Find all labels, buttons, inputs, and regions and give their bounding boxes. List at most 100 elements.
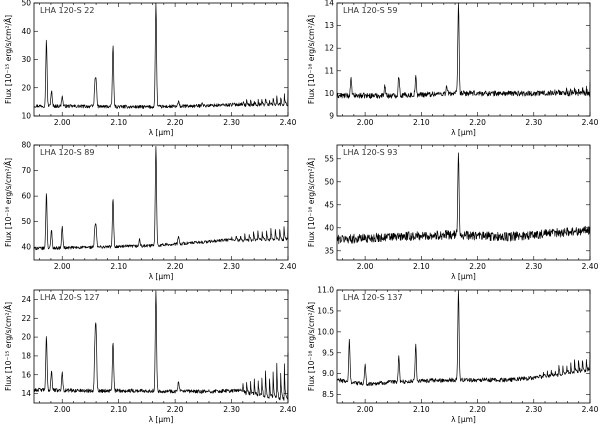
panel-4-frame <box>336 144 591 261</box>
x-tick-label: 2.10 <box>413 118 430 127</box>
x-tick-label: 2.10 <box>110 405 127 414</box>
x-tick-label: 2.20 <box>167 118 184 127</box>
x-tick-label: 2.10 <box>110 262 127 271</box>
panel-6-ylabel: Flux [10⁻¹⁶ erg/s/cm²/Å] <box>307 302 316 391</box>
x-tick-label: 2.00 <box>357 405 374 414</box>
x-tick-label: 2.00 <box>54 262 71 271</box>
panel-3-title: LHA 120-S 89 <box>40 148 94 157</box>
y-tick-label: 8.5 <box>322 390 334 399</box>
panel-2-ylabel: Flux [10⁻¹⁶ erg/s/cm²/Å] <box>307 15 316 104</box>
panel-1: LHA 120-S 22 Flux [10⁻¹⁵ erg/s/cm²/Å] λ … <box>4 0 297 137</box>
y-tick-label: 40 <box>324 223 334 232</box>
y-tick-label: 9.0 <box>322 369 334 378</box>
y-tick-label: 50 <box>21 0 31 8</box>
panel-6-title: LHA 120-S 137 <box>343 293 403 302</box>
panel-2-xlabel: λ [μm] <box>451 128 476 137</box>
panel-4-ylabel: Flux [10⁻¹⁶ erg/s/cm²/Å] <box>307 158 316 247</box>
y-tick-label: 10 <box>324 89 334 98</box>
panel-5-spectrum-line <box>33 290 289 401</box>
x-tick-label: 2.30 <box>223 262 240 271</box>
panel-4-spectrum-line <box>336 152 591 245</box>
y-tick-label: 16 <box>21 370 31 379</box>
y-tick-label: 14 <box>21 389 31 398</box>
y-tick-label: 10.0 <box>317 327 334 336</box>
panel-5-title: LHA 120-S 127 <box>40 293 100 302</box>
panel-3-ylabel: Flux [10⁻¹⁶ erg/s/cm²/Å] <box>4 158 13 247</box>
y-tick-label: 11 <box>324 66 334 75</box>
panel-2-frame <box>336 2 591 117</box>
x-tick-label: 2.30 <box>525 262 542 271</box>
y-tick-label: 60 <box>21 192 31 201</box>
x-tick-label: 2.20 <box>469 405 486 414</box>
x-tick-label: 2.30 <box>223 405 240 414</box>
y-tick-label: 50 <box>21 217 31 226</box>
y-tick-label: 40 <box>21 243 31 252</box>
x-tick-label: 2.00 <box>357 262 374 271</box>
panel-1-title: LHA 120-S 22 <box>40 6 94 15</box>
y-tick-label: 11.0 <box>317 286 334 295</box>
y-tick-label: 10 <box>21 112 31 121</box>
x-tick-label: 2.20 <box>469 118 486 127</box>
x-tick-label: 2.40 <box>280 118 297 127</box>
y-tick-label: 10.5 <box>317 306 334 315</box>
x-tick-label: 2.10 <box>110 118 127 127</box>
y-tick-label: 24 <box>21 295 31 304</box>
panel-3-spectrum-line <box>33 146 289 251</box>
panel-2: LHA 120-S 59 Flux [10⁻¹⁶ erg/s/cm²/Å] λ … <box>307 0 599 137</box>
x-tick-label: 2.10 <box>413 405 430 414</box>
y-tick-label: 12 <box>324 44 334 53</box>
y-tick-label: 9 <box>329 112 334 121</box>
x-tick-label: 2.40 <box>280 405 297 414</box>
panel-5-frame <box>33 289 289 404</box>
x-tick-label: 2.40 <box>582 118 599 127</box>
panel-6-frame <box>336 289 591 404</box>
y-tick-label: 45 <box>324 200 334 209</box>
y-tick-label: 80 <box>21 141 31 150</box>
x-tick-label: 2.20 <box>167 262 184 271</box>
panel-1-spectrum-line <box>33 2 289 109</box>
panel-2-spectrum-line <box>336 2 591 99</box>
x-tick-label: 2.00 <box>357 118 374 127</box>
panel-5: LHA 120-S 127 Flux [10⁻¹⁵ erg/s/cm²/Å] λ… <box>4 289 297 424</box>
y-tick-label: 13 <box>324 21 334 30</box>
panel-1-ylabel: Flux [10⁻¹⁵ erg/s/cm²/Å] <box>4 15 13 104</box>
panel-1-frame <box>33 2 289 117</box>
x-tick-label: 2.00 <box>54 405 71 414</box>
x-tick-label: 2.30 <box>525 405 542 414</box>
x-tick-label: 2.20 <box>167 405 184 414</box>
panel-6-spectrum-line <box>336 290 591 387</box>
x-tick-label: 2.40 <box>280 262 297 271</box>
panel-6: LHA 120-S 137 Flux [10⁻¹⁶ erg/s/cm²/Å] λ… <box>307 286 599 425</box>
panel-1-xlabel: λ [μm] <box>149 128 174 137</box>
y-tick-label: 9.5 <box>322 348 334 357</box>
panel-4-title: LHA 120-S 93 <box>343 148 397 157</box>
panel-3: LHA 120-S 89 Flux [10⁻¹⁶ erg/s/cm²/Å] λ … <box>4 141 297 282</box>
panel-3-frame <box>33 144 289 261</box>
y-tick-label: 50 <box>324 177 334 186</box>
panel-5-ylabel: Flux [10⁻¹⁵ erg/s/cm²/Å] <box>4 302 13 391</box>
panel-4-xlabel: λ [μm] <box>451 272 476 281</box>
y-tick-label: 20 <box>21 83 31 92</box>
x-tick-label: 2.20 <box>469 262 486 271</box>
x-tick-label: 2.30 <box>223 118 240 127</box>
y-tick-label: 70 <box>21 166 31 175</box>
x-tick-label: 2.40 <box>582 262 599 271</box>
x-tick-label: 2.00 <box>54 118 71 127</box>
y-tick-label: 14 <box>324 0 334 8</box>
y-tick-label: 18 <box>21 351 31 360</box>
x-tick-label: 2.30 <box>525 118 542 127</box>
panel-6-xlabel: λ [μm] <box>451 415 476 424</box>
y-tick-label: 55 <box>324 154 334 163</box>
panel-2-title: LHA 120-S 59 <box>343 6 397 15</box>
panel-5-xlabel: λ [μm] <box>149 415 174 424</box>
y-tick-label: 30 <box>21 55 31 64</box>
y-tick-label: 40 <box>21 27 31 36</box>
y-tick-label: 22 <box>21 314 31 323</box>
x-tick-label: 2.10 <box>413 262 430 271</box>
y-tick-label: 35 <box>324 246 334 255</box>
panel-3-xlabel: λ [μm] <box>149 272 174 281</box>
y-tick-label: 20 <box>21 333 31 342</box>
x-tick-label: 2.40 <box>582 405 599 414</box>
panel-4: LHA 120-S 93 Flux [10⁻¹⁶ erg/s/cm²/Å] λ … <box>307 144 599 281</box>
